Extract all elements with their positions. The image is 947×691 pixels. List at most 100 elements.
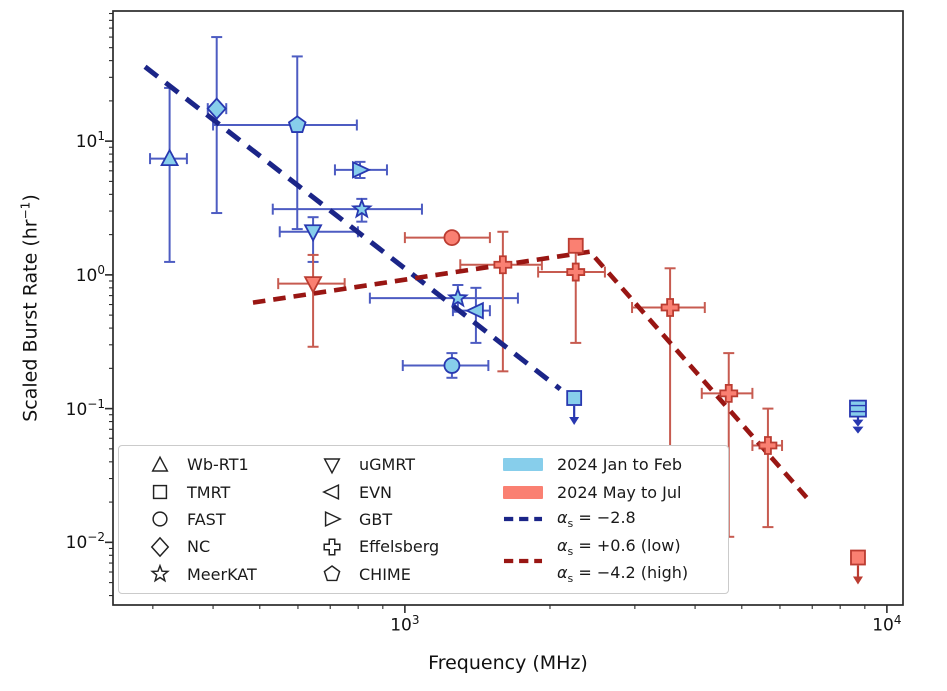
triangle-right-icon bbox=[324, 511, 342, 528]
marker-triangle-left bbox=[464, 301, 484, 320]
marker-triangle-up bbox=[160, 148, 180, 167]
legend-item-chime: CHIME bbox=[319, 561, 439, 588]
legend-item-nc: NC bbox=[147, 533, 257, 560]
y-axis-label-close: ) bbox=[19, 194, 42, 202]
marker-square bbox=[567, 237, 584, 254]
marker-plus bbox=[493, 255, 513, 275]
legend-item-fast: FAST bbox=[147, 506, 257, 533]
upper-limit-arrow bbox=[852, 426, 864, 434]
legend-label: Effelsberg bbox=[359, 537, 440, 557]
legend-item-alpha-high: αs = −4.2 (high) bbox=[503, 561, 688, 588]
triangle-up-icon bbox=[151, 455, 169, 472]
marker-triangle-up bbox=[151, 455, 169, 472]
marker-triangle-down bbox=[323, 457, 341, 475]
marker-square bbox=[850, 549, 866, 566]
alpha-value: = +0.6 (low) bbox=[573, 535, 681, 555]
marker-plus bbox=[719, 383, 739, 403]
marker-plus bbox=[323, 538, 341, 556]
y-axis-label-sup: −1 bbox=[18, 201, 33, 220]
legend-spacer bbox=[503, 541, 543, 553]
y-tick-label: 10−1 bbox=[65, 396, 105, 420]
y-tick-label: 100 bbox=[75, 263, 105, 286]
marker-star bbox=[350, 197, 373, 219]
marker-circle bbox=[443, 229, 461, 246]
fit-line-red bbox=[252, 249, 814, 506]
alpha-sub: s bbox=[567, 517, 574, 531]
marker-triangle-down bbox=[303, 276, 323, 295]
alpha-sub: s bbox=[567, 544, 574, 558]
legend-item-may-jul: 2024 May to Jul bbox=[503, 478, 688, 505]
legend-item-alpha-low: αs = +0.6 (low) bbox=[503, 533, 688, 560]
marker-triangle-left bbox=[322, 484, 340, 501]
circle-icon bbox=[152, 511, 168, 528]
x-axis-label: Frequency (MHz) bbox=[428, 652, 588, 674]
marker-triangle-right bbox=[324, 511, 342, 528]
marker-triangle-right bbox=[352, 160, 372, 179]
legend-label: αs = −4.2 (high) bbox=[557, 563, 688, 585]
legend-col-1: Wb-RT1 TMRT FAST NC MeerKAT bbox=[147, 451, 257, 588]
x-tick-label: 104 bbox=[872, 613, 902, 636]
legend-label: TMRT bbox=[187, 482, 231, 502]
legend-item-gbt: GBT bbox=[319, 506, 439, 533]
alpha-symbol: α bbox=[557, 535, 568, 555]
legend-item-meerkat: MeerKAT bbox=[147, 561, 257, 588]
plot-frame bbox=[112, 10, 904, 606]
marker-circle bbox=[152, 511, 168, 528]
alpha-value: = −2.8 bbox=[573, 508, 636, 528]
red-dashed-line-icon bbox=[503, 558, 543, 564]
star-icon bbox=[150, 563, 170, 583]
alpha-sub: s bbox=[567, 572, 574, 586]
legend-item-ugmrt: uGMRT bbox=[319, 451, 439, 478]
alpha-symbol: α bbox=[557, 563, 568, 583]
legend-label: NC bbox=[187, 537, 211, 557]
legend-item-jan-feb: 2024 Jan to Feb bbox=[503, 451, 688, 478]
legend-label: 2024 May to Jul bbox=[557, 482, 682, 502]
pentagon-icon bbox=[323, 565, 341, 582]
marker-star bbox=[150, 563, 170, 583]
blue-dashed-line-icon bbox=[503, 517, 543, 522]
may-jul-color-patch bbox=[503, 485, 543, 499]
marker-triangle-down bbox=[303, 224, 323, 243]
marker-pentagon bbox=[323, 565, 341, 582]
square-icon bbox=[152, 484, 168, 500]
marker-plus bbox=[758, 436, 778, 455]
plus-icon bbox=[323, 538, 341, 556]
x-tick-label: 103 bbox=[390, 613, 420, 636]
legend-col-3: 2024 Jan to Feb 2024 May to Jul αs = −2.… bbox=[503, 451, 688, 588]
jan-feb-color-patch bbox=[503, 458, 543, 472]
legend-label: CHIME bbox=[359, 564, 411, 584]
alpha-value: = −4.2 (high) bbox=[573, 563, 689, 583]
triangle-left-icon bbox=[322, 484, 340, 501]
marker-diamond bbox=[150, 536, 170, 558]
diamond-icon bbox=[150, 536, 170, 558]
marker-pentagon bbox=[287, 115, 307, 133]
legend-item-evn: EVN bbox=[319, 478, 439, 505]
legend-label: GBT bbox=[359, 509, 393, 529]
marker-square-stack bbox=[849, 399, 867, 418]
triangle-down-icon bbox=[323, 457, 341, 475]
legend-label: αs = −2.8 bbox=[557, 508, 636, 530]
y-axis-label: Scaled Burst Rate (hr−1) bbox=[18, 194, 41, 422]
upper-limit-arrow bbox=[852, 576, 863, 585]
upper-limit-arrow bbox=[569, 417, 580, 426]
legend-label: 2024 Jan to Feb bbox=[557, 455, 683, 475]
marker-plus bbox=[566, 262, 586, 282]
marker-square bbox=[566, 390, 583, 406]
legend-spacer bbox=[503, 568, 543, 580]
marker-diamond bbox=[206, 97, 227, 120]
legend-label: EVN bbox=[359, 482, 393, 502]
legend-item-tmrt: TMRT bbox=[147, 478, 257, 505]
legend-label: αs = +0.6 (low) bbox=[557, 536, 681, 558]
legend-item-alpha-blue: αs = −2.8 bbox=[503, 506, 688, 533]
legend-label: uGMRT bbox=[359, 455, 416, 475]
y-axis-label-text: Scaled Burst Rate (hr bbox=[19, 219, 42, 422]
legend-label: MeerKAT bbox=[187, 564, 257, 584]
legend-label: FAST bbox=[187, 509, 226, 529]
marker-circle bbox=[443, 357, 461, 374]
upper-limit-arrow bbox=[852, 419, 864, 427]
legend-item-wb-rt1: Wb-RT1 bbox=[147, 451, 257, 478]
y-tick-label: 101 bbox=[75, 129, 105, 152]
legend-col-2: uGMRT EVN GBT Effelsberg CHIME bbox=[319, 451, 439, 588]
